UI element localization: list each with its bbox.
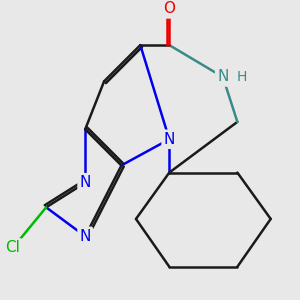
Text: H: H xyxy=(237,70,247,84)
Text: N: N xyxy=(217,70,229,85)
Text: O: O xyxy=(163,2,175,16)
Text: N: N xyxy=(164,132,175,147)
Text: Cl: Cl xyxy=(5,240,20,255)
Text: N: N xyxy=(80,229,91,244)
Text: N: N xyxy=(80,175,91,190)
